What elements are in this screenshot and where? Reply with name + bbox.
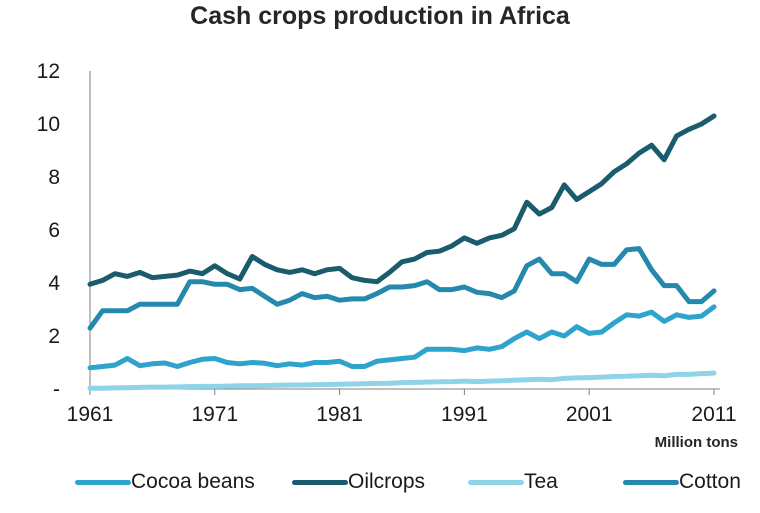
legend-swatch	[623, 479, 679, 485]
series-lines	[87, 113, 717, 391]
y-tick-label: 8	[48, 166, 60, 189]
chart-axes	[89, 71, 720, 395]
x-tick-label: 1991	[441, 403, 488, 426]
legend-item-cocoa-beans: Cocoa beans	[75, 468, 255, 496]
legend-item-tea: Tea	[468, 468, 558, 496]
x-tick-label: 1971	[191, 403, 238, 426]
x-tick-label: 2011	[691, 403, 736, 426]
x-tick-label: 1981	[316, 403, 363, 426]
legend-swatch	[292, 479, 348, 485]
y-tick-label: 12	[37, 60, 60, 83]
legend-item-oilcrops: Oilcrops	[292, 468, 425, 496]
y-tick-label: 2	[48, 325, 60, 348]
legend-label: Oilcrops	[348, 470, 426, 493]
chart-title: Cash crops production in Africa	[190, 2, 570, 30]
legend-label: Cocoa beans	[131, 470, 255, 493]
unit-label: Million tons	[654, 434, 738, 451]
y-tick-label: -	[53, 378, 60, 401]
x-tick-label: 1961	[67, 403, 114, 426]
y-tick-label: 6	[48, 219, 60, 242]
chart-legend: Cocoa beans Oilcrops Tea Cotton	[75, 468, 755, 496]
legend-label: Cotton	[679, 470, 741, 493]
series-line-tea	[87, 370, 717, 391]
y-tick-label: 10	[37, 113, 60, 136]
legend-swatch	[468, 479, 524, 485]
x-tick-label: 2001	[566, 403, 613, 426]
series-line-oilcrops	[87, 113, 717, 287]
series-line-cocoa-beans	[87, 304, 717, 371]
legend-item-cotton: Cotton	[623, 468, 741, 496]
series-line-cotton	[87, 246, 717, 331]
y-tick-label: 4	[48, 272, 60, 295]
legend-swatch	[75, 479, 131, 485]
tick-labels: - 2 4 6 8 10 12 1961 1971 1981 1991 2001 2011	[37, 60, 737, 426]
legend-label: Tea	[524, 470, 558, 493]
